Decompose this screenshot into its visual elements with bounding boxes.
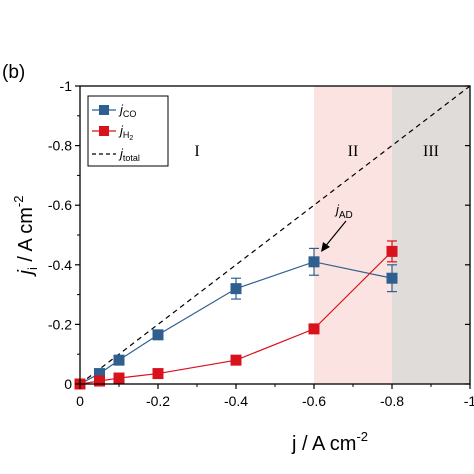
data-point bbox=[152, 368, 164, 380]
legend-item-jtotal: jtotal bbox=[92, 146, 140, 163]
data-point bbox=[94, 375, 105, 387]
reference-line bbox=[79, 85, 471, 385]
data-point bbox=[308, 323, 320, 335]
x-tick-label: -1 bbox=[464, 393, 474, 409]
panel-label: (b) bbox=[2, 62, 25, 83]
x-tick-label: -0.6 bbox=[302, 393, 326, 409]
region-3 bbox=[392, 86, 470, 384]
region-label-1: I bbox=[194, 143, 199, 160]
region-labels: I II III bbox=[194, 143, 439, 160]
data-point bbox=[94, 368, 105, 380]
legend-swatch-marker bbox=[99, 105, 109, 115]
region-label-2: II bbox=[348, 143, 359, 160]
annotation-jad: jAD bbox=[321, 202, 353, 252]
region-label-3: III bbox=[423, 143, 439, 160]
y-tick-label: -0.8 bbox=[48, 138, 72, 154]
y-tick-label: -1 bbox=[60, 78, 73, 94]
legend-swatch-marker bbox=[99, 126, 109, 136]
data-point bbox=[386, 245, 398, 257]
data-point bbox=[113, 372, 125, 384]
y-tick-label: -0.4 bbox=[48, 257, 72, 273]
legend-label-jco: jCO bbox=[118, 102, 136, 119]
y-tick-label: 0 bbox=[64, 376, 72, 392]
x-tick-label: -0.2 bbox=[146, 393, 170, 409]
legend-item-jco: jCO bbox=[92, 102, 136, 119]
data-point bbox=[230, 354, 242, 366]
total-current-line bbox=[79, 85, 471, 385]
x-tick-label: -0.4 bbox=[224, 393, 248, 409]
annotation-arrowhead bbox=[321, 242, 330, 252]
data-point bbox=[386, 272, 398, 284]
legend-label-jh2: jH2 bbox=[118, 123, 133, 142]
data-point bbox=[308, 256, 320, 268]
axes: 0 -0.2 -0.4 -0.6 -0.8 -1 0 -0.2 -0.4 -0.6 -0.8 -1 bbox=[48, 78, 474, 409]
x-axis-title: j / A cm-2 bbox=[291, 429, 368, 455]
data-point bbox=[113, 354, 125, 366]
data-point bbox=[230, 283, 242, 295]
y-tick-label: -0.2 bbox=[48, 316, 72, 332]
data-point bbox=[152, 329, 164, 341]
y-axis-title: ji / A cm-2 bbox=[11, 196, 40, 278]
y-tick-label: -0.6 bbox=[48, 197, 72, 213]
legend-label-jtotal: jtotal bbox=[118, 146, 140, 163]
region-2 bbox=[314, 86, 392, 384]
legend: jCO jH2 jtotal bbox=[87, 95, 169, 167]
x-tick-label: 0 bbox=[76, 393, 84, 409]
annotation-label: jAD bbox=[334, 202, 353, 221]
x-tick-label: -0.8 bbox=[380, 393, 404, 409]
annotation-arrow bbox=[323, 220, 347, 249]
legend-item-jh2: jH2 bbox=[92, 123, 133, 142]
